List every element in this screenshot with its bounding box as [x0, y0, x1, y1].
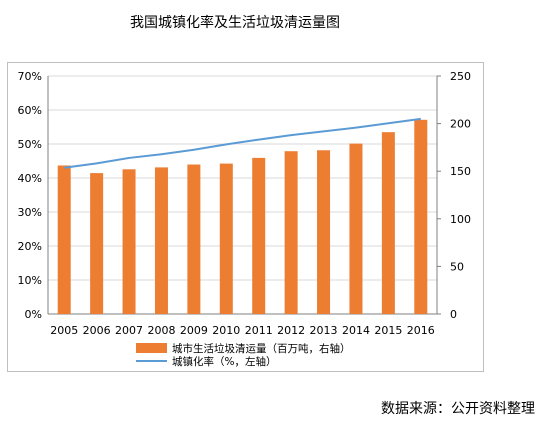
- y-left-tick-label: 40%: [18, 172, 42, 185]
- y-left-tick-label: 20%: [18, 240, 42, 253]
- x-tick-label: 2005: [50, 324, 78, 337]
- bar: [317, 150, 331, 314]
- x-tick-label: 2010: [212, 324, 240, 337]
- bar: [122, 169, 136, 314]
- x-tick-label: 2013: [310, 324, 338, 337]
- x-tick-label: 2012: [277, 324, 305, 337]
- x-tick-label: 2009: [180, 324, 208, 337]
- bar: [252, 157, 266, 314]
- chart-frame: [7, 62, 484, 372]
- chart-title: 我国城镇化率及生活垃圾清运量图: [130, 15, 340, 31]
- x-tick-label: 2011: [245, 324, 273, 337]
- y-left-tick-label: 60%: [18, 104, 42, 117]
- bar: [57, 165, 71, 314]
- y-left-tick-label: 50%: [18, 138, 42, 151]
- legend-swatch-bar: [136, 343, 167, 353]
- y-right-tick-label: 150: [450, 165, 471, 178]
- x-tick-label: 2014: [342, 324, 370, 337]
- x-tick-label: 2006: [83, 324, 111, 337]
- y-left-tick-label: 70%: [18, 70, 42, 83]
- bar: [154, 167, 168, 314]
- series-line: [64, 117, 421, 169]
- bar: [381, 132, 395, 314]
- legend-label-line: 城镇化率（%，左轴）: [172, 355, 276, 368]
- y-right-tick-label: 0: [450, 308, 457, 321]
- x-tick-label: 2007: [115, 324, 143, 337]
- y-right-tick-label: 50: [450, 260, 464, 273]
- x-tick-label: 2015: [374, 324, 402, 337]
- y-right-tick-label: 200: [450, 118, 471, 131]
- bar: [90, 173, 104, 314]
- bar: [219, 163, 233, 314]
- bar: [284, 151, 298, 314]
- bar: [349, 143, 363, 314]
- y-left-tick-label: 0%: [25, 308, 42, 321]
- bar: [187, 164, 201, 314]
- x-tick-label: 2008: [147, 324, 175, 337]
- bar: [414, 119, 428, 315]
- y-left-tick-label: 10%: [18, 274, 42, 287]
- x-tick-label: 2016: [407, 324, 435, 337]
- legend-label-bar: 城市生活垃圾清运量（百万吨，右轴）: [172, 342, 351, 355]
- y-left-tick-label: 30%: [18, 206, 42, 219]
- y-right-tick-label: 100: [450, 213, 471, 226]
- y-right-tick-label: 250: [450, 70, 471, 83]
- source-note: 数据来源：公开资料整理: [381, 401, 535, 417]
